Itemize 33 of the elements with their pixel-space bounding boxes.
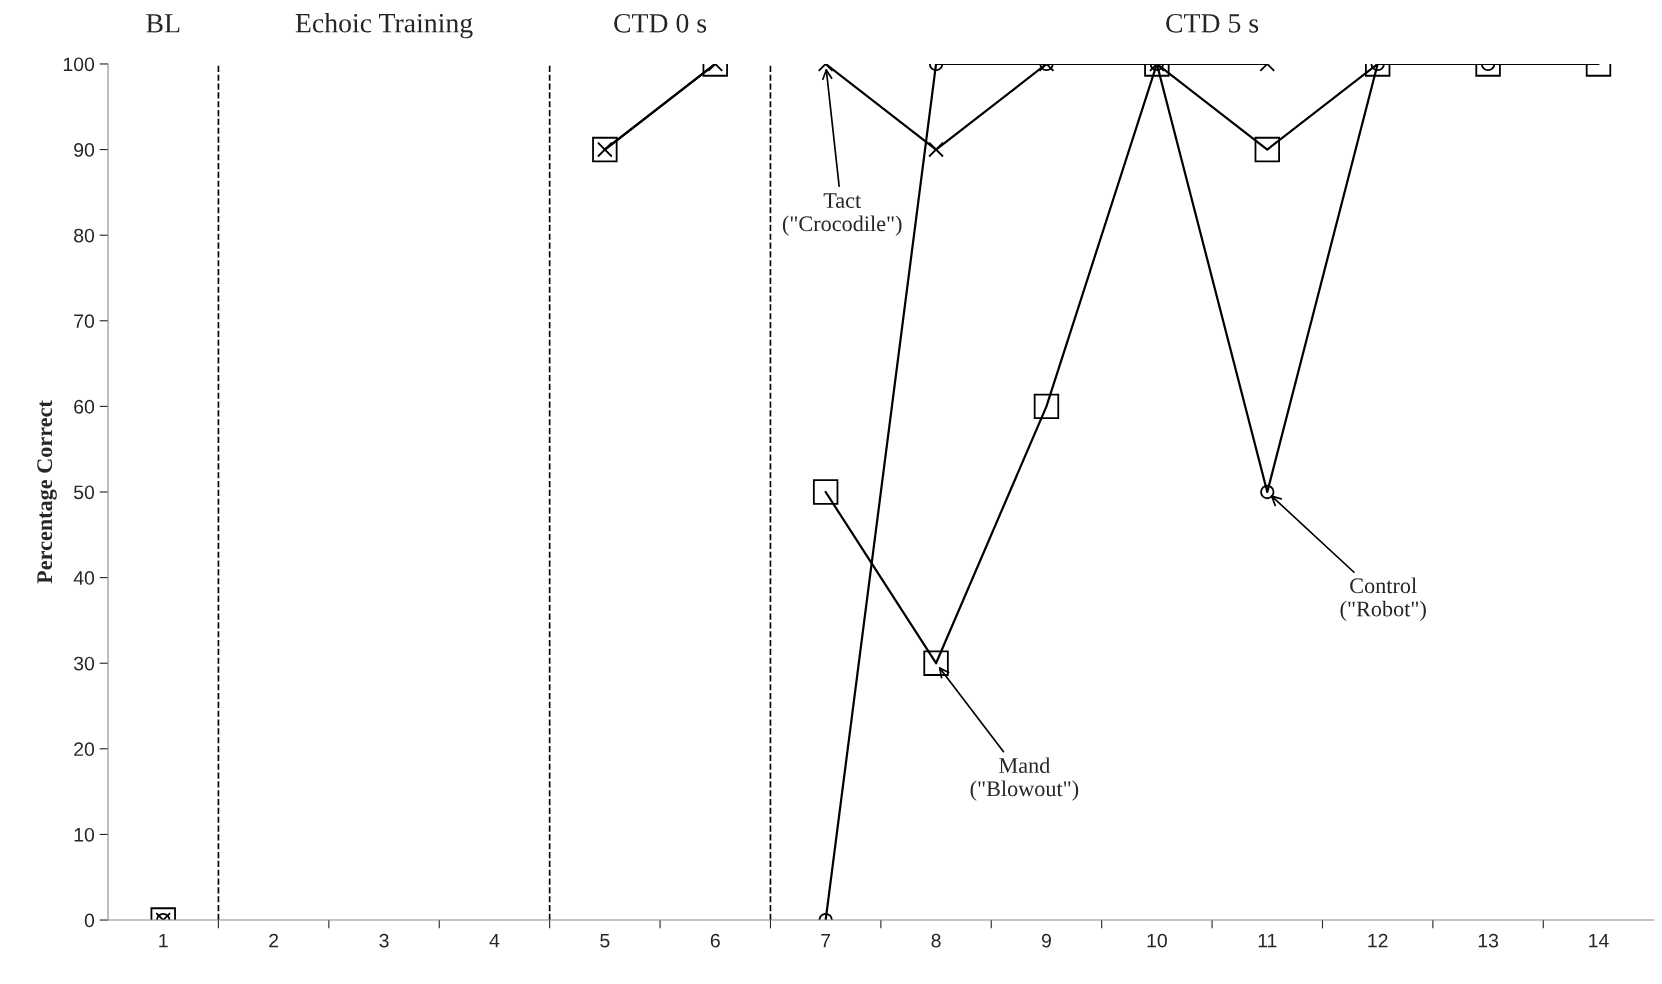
annotation: Control ("Robot") [1340,577,1426,621]
x-tick-label: 10 [1147,933,1167,948]
y-tick-label: 70 [74,314,95,329]
x-tick-label: 13 [1478,933,1499,948]
text: CTD 0 s [614,13,707,33]
text: Echoic Training [295,13,473,39]
y-tick-label: 10 [74,827,95,842]
y-tick-label: 90 [74,143,95,157]
y-tick-label: 50 [73,485,95,500]
x-tick-label: 3 [379,933,389,948]
y-axis-title: Percentage Correct [37,400,57,584]
text: BL [146,14,180,33]
y-tick-label: 100 [63,57,95,72]
y-tick-label: 20 [74,742,95,757]
x-tick-label: 8 [931,933,941,948]
y-tick-label: 0 [84,913,95,928]
x-tick-label: 5 [600,933,610,948]
text: CTD 5 s [1166,13,1259,33]
annotation: Tact ("Crocodile") [782,193,902,236]
annotation: Mand ("Blowout") [970,757,1079,801]
y-tick-label: 30 [73,656,95,671]
y-tick-label: 40 [73,571,95,585]
x-tick-label: 11 [1258,933,1277,948]
x-tick-label: 14 [1589,933,1609,948]
y-tick-label: 60 [74,399,95,414]
x-tick-label: 4 [489,933,500,948]
x-tick-label: 2 [269,933,279,948]
x-tick-label: 6 [710,933,720,948]
x-tick-label: 12 [1368,933,1388,948]
x-tick-label: 9 [1041,933,1051,948]
x-tick-label: 7 [821,933,831,948]
y-tick-label: 80 [74,228,95,243]
x-tick-label: 1 [159,933,168,948]
